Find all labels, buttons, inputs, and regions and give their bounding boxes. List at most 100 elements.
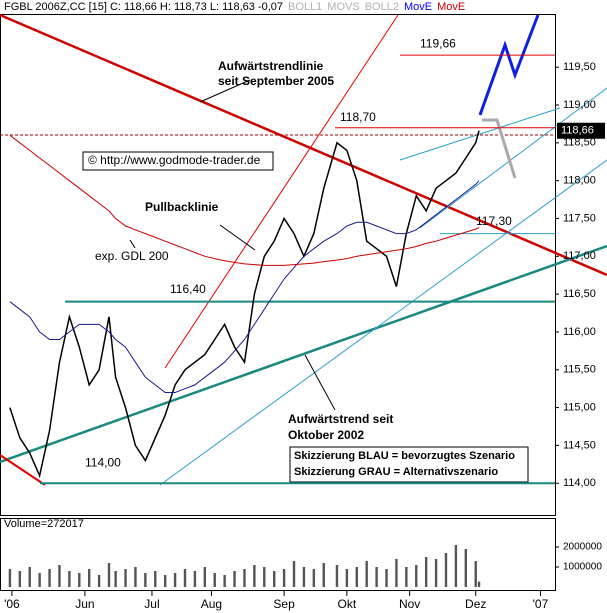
volume-bar [282, 569, 286, 587]
volume-bar [48, 569, 51, 587]
arrow [304, 354, 336, 411]
legend-text: Skizzierung GRAU = Alternativszenario [294, 466, 498, 478]
volume-bar [272, 571, 276, 587]
x-tick-label: Aug [201, 597, 222, 611]
volume-bar [144, 573, 147, 587]
volume-bar [124, 569, 127, 587]
level-label: 114,00 [85, 455, 121, 469]
legend-entry: MovE [437, 1, 465, 13]
level-label: 117,30 [476, 214, 512, 228]
y-tick-label: 117,50 [563, 212, 596, 224]
volume-bar [474, 561, 477, 587]
header: FGBL 2006Z,CC [15] C: 118,66 H: 118,73 L… [4, 1, 465, 13]
volume-bar [107, 563, 111, 587]
volume-bar [173, 573, 177, 587]
last-price-box [557, 122, 605, 139]
level-label: 116,40 [170, 282, 206, 296]
volume-bar [405, 567, 408, 587]
annotation: Aufwärtstrend seit [288, 412, 393, 426]
x-tick-label: Nov [399, 597, 420, 611]
volume-bar [322, 563, 325, 587]
uptrend-line [0, 244, 607, 464]
volume-bar [263, 567, 266, 587]
volume-frame [0, 518, 556, 591]
indicator-line [9, 180, 480, 393]
legend-text: Skizzierung BLAU = bevorzugtes Szenario [294, 450, 515, 462]
y-tick-label: 2000000 [563, 542, 602, 553]
y-tick-label: 115,50 [563, 364, 596, 376]
legend-entry: BOLL1 [288, 1, 322, 13]
annotation: Oktober 2002 [288, 428, 364, 442]
volume-bar [203, 567, 207, 587]
gray-scenario [482, 118, 517, 179]
y-tick-label: 114,00 [563, 477, 596, 489]
channel-line [419, 87, 607, 229]
y-tick-label: 114,50 [563, 439, 596, 451]
header-title: FGBL 2006Z,CC [15] C: 118,66 H: 118,73 L… [4, 1, 283, 13]
volume-bar [87, 569, 91, 587]
volume-bar [444, 553, 448, 587]
y-tick-label: 119,00 [563, 99, 596, 111]
volume-bar [355, 567, 358, 587]
copyright-box [82, 151, 274, 171]
x-tick-label: '06 [4, 597, 20, 611]
x-tick-label: Dez [465, 597, 486, 611]
annotation: seit September 2005 [218, 74, 334, 88]
volume-bar [38, 573, 41, 587]
volume-bar [163, 575, 167, 587]
volume-bar [213, 573, 216, 587]
volume-bar [114, 571, 117, 587]
blue-scenario [478, 14, 540, 116]
annotation: Aufwärtstrendlinie [218, 59, 324, 73]
y-tick-label: 118,00 [563, 175, 596, 187]
y-tick-label: 116,00 [563, 326, 596, 338]
last-price-label: 118,66 [561, 125, 594, 137]
x-tick-label: Jun [75, 597, 94, 611]
volume-bar [183, 569, 187, 587]
volume-bar [415, 565, 418, 587]
y-tick-label: 116,50 [563, 288, 596, 300]
y-tick-label: 117,00 [563, 250, 596, 262]
volume-bar [365, 561, 368, 587]
volume-bar [68, 571, 71, 587]
legend-entry: BOLL2 [365, 1, 399, 13]
level-label: 119,66 [420, 36, 456, 50]
volume-title: Volume=272017 [4, 518, 84, 530]
volume-bar [8, 569, 12, 587]
volume-bar [223, 575, 226, 587]
y-tick-label: 1000000 [563, 562, 602, 573]
level-label: 118,70 [340, 110, 376, 124]
y-tick-label: 118,50 [563, 137, 596, 149]
volume-bar [193, 571, 197, 587]
arrow [199, 79, 251, 103]
legend-entry: MOVS [327, 1, 359, 13]
volume-bar [253, 565, 256, 587]
volume-bar [302, 567, 306, 587]
x-tick-label: Sep [273, 597, 295, 611]
pullback-line [164, 14, 399, 369]
y-tick-label: 115,00 [563, 401, 596, 413]
volume-bar [97, 575, 101, 587]
x-tick-label: Jul [144, 597, 159, 611]
volume-bar [18, 571, 22, 587]
volume-bar [434, 559, 438, 587]
volume-bar [233, 571, 236, 587]
annotation: Pullbacklinie [145, 200, 219, 214]
volume-bar [464, 549, 468, 587]
volume-bar [385, 569, 388, 587]
volume-bar [154, 571, 157, 587]
channel-line [159, 159, 607, 486]
volume-bar [292, 561, 296, 587]
volume-bar [395, 559, 398, 587]
volume-bar [335, 565, 339, 587]
arrow [129, 239, 136, 249]
downtrend-line [0, 13, 607, 277]
arrow [219, 224, 256, 251]
trend-line [0, 454, 46, 486]
volume-bar [424, 557, 428, 587]
volume-bar [58, 565, 61, 587]
volume-bar [28, 567, 31, 587]
volume-bar [345, 569, 349, 587]
